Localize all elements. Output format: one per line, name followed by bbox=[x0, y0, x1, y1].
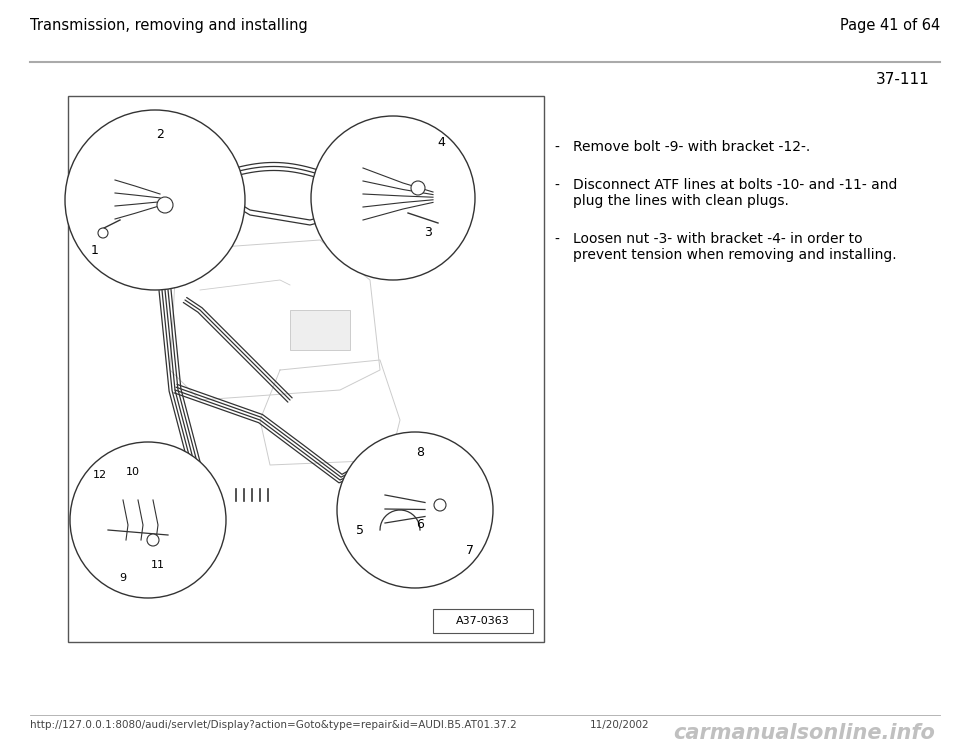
Circle shape bbox=[98, 228, 108, 238]
Text: 6: 6 bbox=[416, 519, 424, 531]
Text: 37-111: 37-111 bbox=[876, 72, 930, 87]
Circle shape bbox=[337, 432, 493, 588]
Text: 8: 8 bbox=[416, 445, 424, 459]
Text: Transmission, removing and installing: Transmission, removing and installing bbox=[30, 18, 308, 33]
Text: A37-0363: A37-0363 bbox=[456, 616, 510, 626]
Text: 7: 7 bbox=[466, 543, 474, 556]
Text: prevent tension when removing and installing.: prevent tension when removing and instal… bbox=[573, 248, 897, 262]
Text: http://127.0.0.1:8080/audi/servlet/Display?action=Goto&type=repair&id=AUDI.B5.AT: http://127.0.0.1:8080/audi/servlet/Displ… bbox=[30, 720, 516, 730]
Circle shape bbox=[70, 442, 226, 598]
Circle shape bbox=[147, 534, 159, 546]
Text: 11: 11 bbox=[151, 560, 165, 570]
Bar bbox=[68, 96, 544, 642]
Text: 10: 10 bbox=[126, 467, 140, 477]
Text: Page 41 of 64: Page 41 of 64 bbox=[840, 18, 940, 33]
Text: Remove bolt -9- with bracket -12-.: Remove bolt -9- with bracket -12-. bbox=[573, 140, 810, 154]
Text: Disconnect ATF lines at bolts -10- and -11- and: Disconnect ATF lines at bolts -10- and -… bbox=[573, 178, 898, 192]
Circle shape bbox=[434, 499, 446, 511]
Circle shape bbox=[65, 110, 245, 290]
Text: 2: 2 bbox=[156, 128, 164, 142]
Text: 12: 12 bbox=[93, 470, 108, 480]
Circle shape bbox=[311, 116, 475, 280]
Text: carmanualsonline.info: carmanualsonline.info bbox=[673, 723, 935, 742]
Text: plug the lines with clean plugs.: plug the lines with clean plugs. bbox=[573, 194, 789, 208]
Text: 3: 3 bbox=[424, 226, 432, 240]
Text: 4: 4 bbox=[437, 137, 444, 149]
Text: 5: 5 bbox=[356, 524, 364, 536]
Text: 9: 9 bbox=[119, 573, 127, 583]
Text: 1: 1 bbox=[91, 243, 99, 257]
Circle shape bbox=[411, 181, 425, 195]
Text: -: - bbox=[555, 178, 564, 192]
Bar bbox=[290, 310, 350, 350]
Text: 11/20/2002: 11/20/2002 bbox=[590, 720, 650, 730]
Text: Loosen nut -3- with bracket -4- in order to: Loosen nut -3- with bracket -4- in order… bbox=[573, 232, 863, 246]
FancyBboxPatch shape bbox=[433, 609, 533, 633]
Text: -: - bbox=[555, 232, 564, 246]
Circle shape bbox=[157, 197, 173, 213]
Text: -: - bbox=[555, 140, 564, 154]
